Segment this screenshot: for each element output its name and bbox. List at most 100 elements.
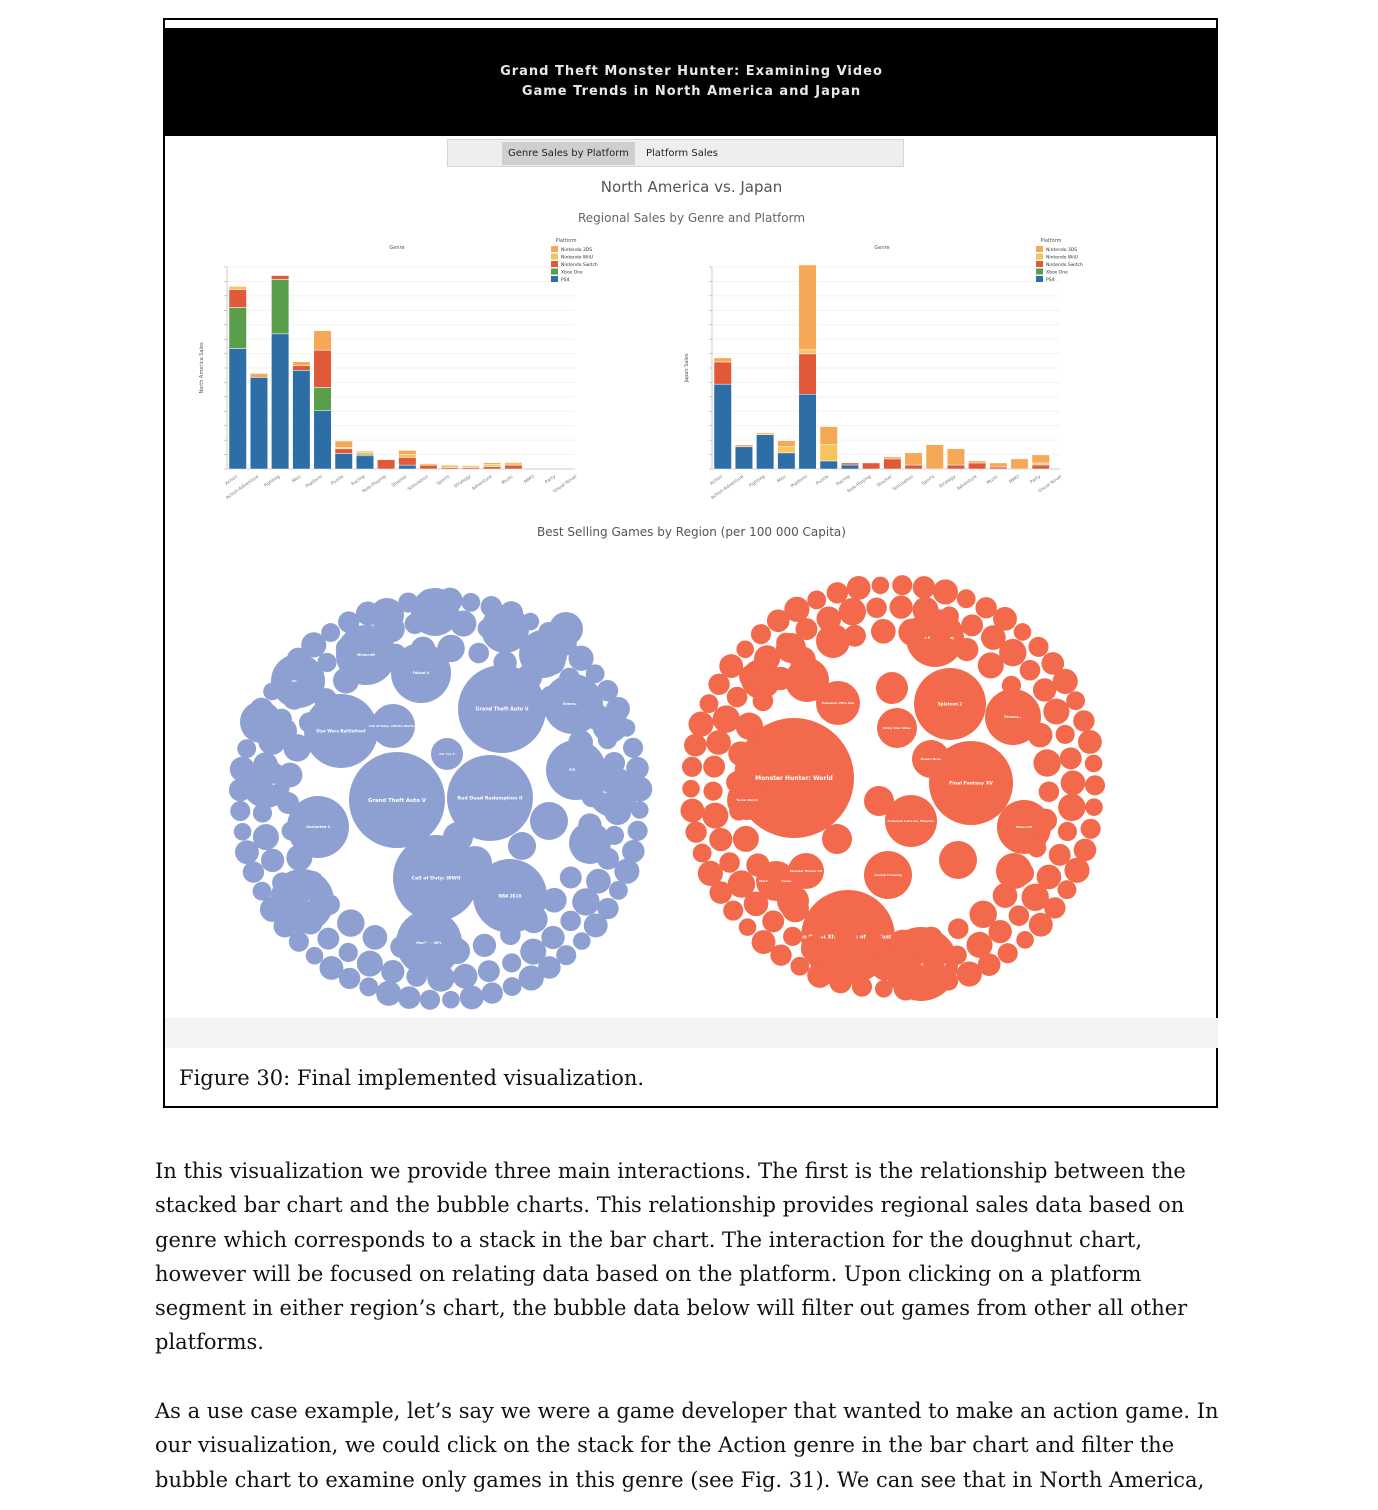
game-bubble — [889, 929, 916, 956]
game-bubble — [568, 645, 594, 671]
game-bubble — [538, 956, 561, 979]
game-bubble — [806, 912, 832, 937]
bubble-label: Minecraft — [357, 653, 375, 657]
x-tick-label: Simulation — [892, 474, 915, 493]
x-tick-label: Racing — [350, 474, 366, 488]
game-bubble — [977, 953, 1001, 976]
game-bubble — [929, 628, 951, 649]
game-bubble — [892, 575, 913, 596]
game-bubble — [359, 977, 379, 997]
legend-label: PS4 — [1046, 277, 1055, 283]
game-bubble — [391, 643, 451, 703]
game-bubble — [390, 936, 413, 958]
game-bubble — [443, 938, 471, 965]
game-bubble — [939, 606, 959, 626]
game-bubble — [776, 632, 796, 652]
game-bubble — [627, 820, 648, 841]
game-bubble — [355, 624, 381, 650]
game-bubble — [237, 739, 257, 759]
x-tick-label: Visual Novel — [552, 474, 578, 495]
game-bubble — [829, 970, 852, 994]
game-bubble — [754, 645, 781, 672]
japan-bubble-chart: Monster Hunter: WorldDragon Quest XI: Ec… — [680, 575, 1106, 1001]
game-bubble — [914, 668, 986, 740]
game-bubble — [961, 614, 984, 637]
game-bubble — [397, 986, 421, 1009]
game-bubble — [1057, 821, 1078, 842]
game-bubble — [355, 601, 380, 626]
game-bubble — [575, 755, 603, 783]
bubble-label: Far Cry 5 — [439, 752, 454, 756]
bar-segment — [713, 361, 732, 385]
game-bubble — [1073, 710, 1095, 732]
bar-segment — [883, 456, 902, 460]
game-bubble — [305, 946, 324, 965]
game-bubble — [271, 708, 292, 730]
tab-platform-sales[interactable]: Platform Sales — [646, 148, 718, 159]
game-bubble — [769, 666, 793, 691]
y-axis-label: North America Sales — [199, 342, 205, 393]
game-bubble — [393, 835, 479, 921]
tab-genre-sales-by-platform[interactable]: Genre Sales by Platform — [502, 142, 635, 165]
game-bubble — [762, 910, 785, 933]
game-bubble — [712, 705, 740, 733]
game-bubble — [843, 624, 866, 647]
game-bubble — [626, 756, 649, 780]
bar-segment — [798, 349, 817, 355]
game-bubble — [541, 887, 567, 913]
game-bubble — [540, 685, 560, 706]
game-bubble — [850, 953, 871, 975]
bar-segment — [798, 264, 817, 351]
game-bubble — [249, 697, 274, 722]
bubble-label: Overwatch — [563, 702, 584, 706]
game-bubble — [735, 712, 764, 740]
game-bubble — [493, 650, 517, 675]
game-bubble — [572, 888, 600, 916]
game-bubble — [472, 933, 497, 958]
game-bubble — [781, 894, 809, 923]
game-bubble — [378, 598, 397, 616]
game-bubble — [349, 752, 445, 848]
game-bubble — [437, 587, 463, 613]
game-bubble — [1073, 838, 1097, 862]
game-bubble — [573, 842, 593, 862]
legend-swatch — [1036, 246, 1043, 252]
game-bubble — [922, 951, 945, 974]
bar-segment — [249, 373, 268, 378]
game-bubble — [728, 741, 753, 767]
game-bubble — [932, 579, 958, 605]
game-bubble — [359, 655, 380, 675]
game-bubble — [554, 632, 577, 656]
bar-chart-title: Genre — [874, 245, 889, 251]
game-bubble — [319, 894, 340, 915]
x-tick-label: Adventure — [471, 474, 494, 492]
game-bubble — [520, 938, 547, 965]
game-bubble — [822, 824, 852, 854]
bar-segment — [398, 450, 417, 455]
game-bubble — [893, 976, 918, 1001]
bubble-label: Yo-kai Watch — [735, 798, 758, 802]
game-bubble — [274, 664, 295, 685]
game-bubble — [723, 900, 744, 921]
paragraph-line: segment in either region’s chart, the bu… — [155, 1296, 1188, 1321]
game-bubble — [604, 825, 625, 845]
legend-swatch — [551, 276, 558, 282]
game-bubble — [605, 774, 630, 800]
bar-segment — [313, 330, 332, 351]
legend-swatch — [1036, 268, 1043, 275]
game-bubble — [1001, 675, 1022, 696]
game-bubble — [1084, 775, 1106, 796]
bubble-label: NBA 2K18 — [499, 893, 522, 898]
legend-title: Platform — [1040, 238, 1061, 244]
x-tick-label: Sports — [436, 473, 452, 487]
legend-swatch — [551, 246, 558, 252]
game-bubble — [568, 729, 593, 755]
x-tick-label: Platform — [790, 474, 809, 490]
bar-segment — [819, 460, 838, 470]
bubble-label: Monster Hunter XX — [790, 869, 823, 873]
bubble-label: Red Dead Redemption II — [457, 796, 522, 802]
x-tick-label: Party — [1029, 474, 1042, 486]
bar-segment — [355, 450, 374, 453]
game-bubble — [597, 847, 619, 870]
game-bubble — [585, 664, 605, 684]
